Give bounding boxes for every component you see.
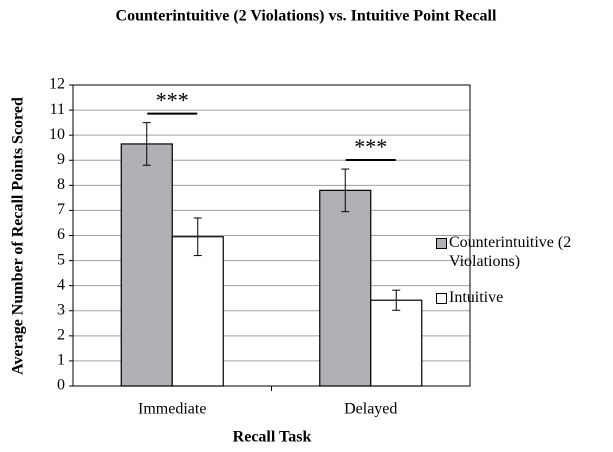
y-tick-label: 9 [57, 151, 65, 168]
y-tick-label: 8 [57, 176, 65, 193]
x-tick-label: Immediate [138, 401, 206, 418]
x-tick-label: Delayed [344, 401, 397, 418]
significance-stars: *** [156, 88, 189, 113]
y-tick-label: 5 [57, 251, 65, 268]
y-axis-label: Average Number of Recall Points Scored [10, 97, 27, 375]
bar [370, 299, 423, 387]
legend-swatch [436, 238, 447, 249]
y-tick-label: 2 [57, 327, 65, 344]
y-tick-label: 1 [57, 352, 65, 369]
y-tick-label: 12 [49, 76, 65, 93]
x-axis-label: Recall Task [233, 429, 312, 446]
legend-item: Counterintuitive (2 Violations) [436, 233, 599, 271]
significance-stars: *** [354, 134, 387, 159]
bar [319, 189, 372, 387]
legend-swatch [436, 293, 447, 304]
legend-item: Intuitive [436, 288, 599, 307]
y-tick-label: 7 [57, 201, 65, 218]
y-tick-label: 0 [57, 377, 65, 394]
y-tick-label: 6 [57, 226, 65, 243]
legend-label: Intuitive [449, 289, 504, 306]
legend-label: Counterintuitive (2 Violations) [449, 234, 572, 270]
y-tick-label: 10 [49, 126, 65, 143]
y-tick-label: 11 [50, 101, 65, 118]
y-tick-label: 3 [57, 301, 65, 318]
bar [171, 236, 224, 387]
bar [120, 143, 173, 387]
chart-title: Counterintuitive (2 Violations) vs. Intu… [116, 8, 497, 25]
y-tick-label: 4 [57, 276, 65, 293]
